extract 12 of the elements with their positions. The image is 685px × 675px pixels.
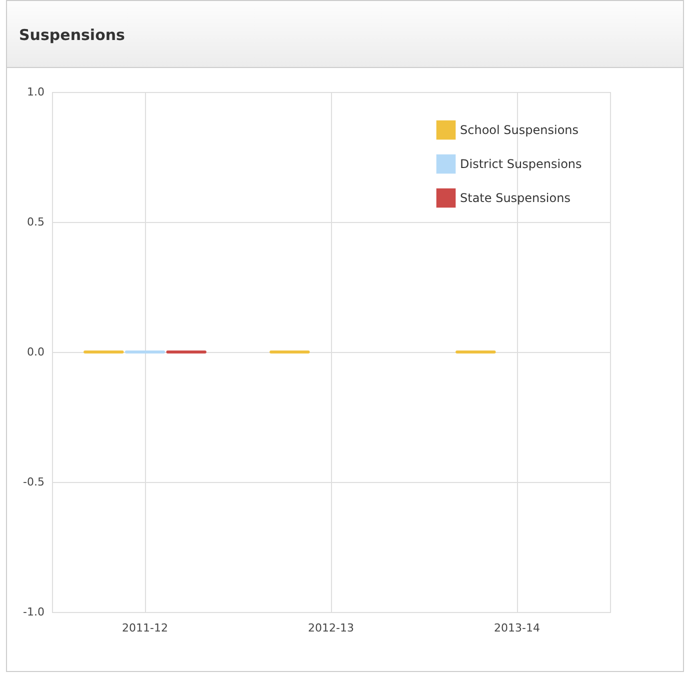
y-tick-label: -1.0 — [23, 606, 44, 618]
legend-label: District Suspensions — [460, 157, 582, 171]
y-tick-label: 0.5 — [27, 216, 44, 228]
y-tick-label: 1.0 — [27, 86, 44, 98]
x-tick-label: 2012-13 — [308, 622, 354, 634]
legend-label: School Suspensions — [460, 123, 579, 137]
y-tick-label: -0.5 — [23, 476, 44, 488]
chart-title: Suspensions — [7, 1, 683, 68]
x-tick-label: 2011-12 — [122, 622, 168, 634]
y-tick-label: 0.0 — [27, 346, 44, 358]
legend-label: State Suspensions — [460, 191, 570, 205]
x-tick-label: 2013-14 — [494, 622, 540, 634]
